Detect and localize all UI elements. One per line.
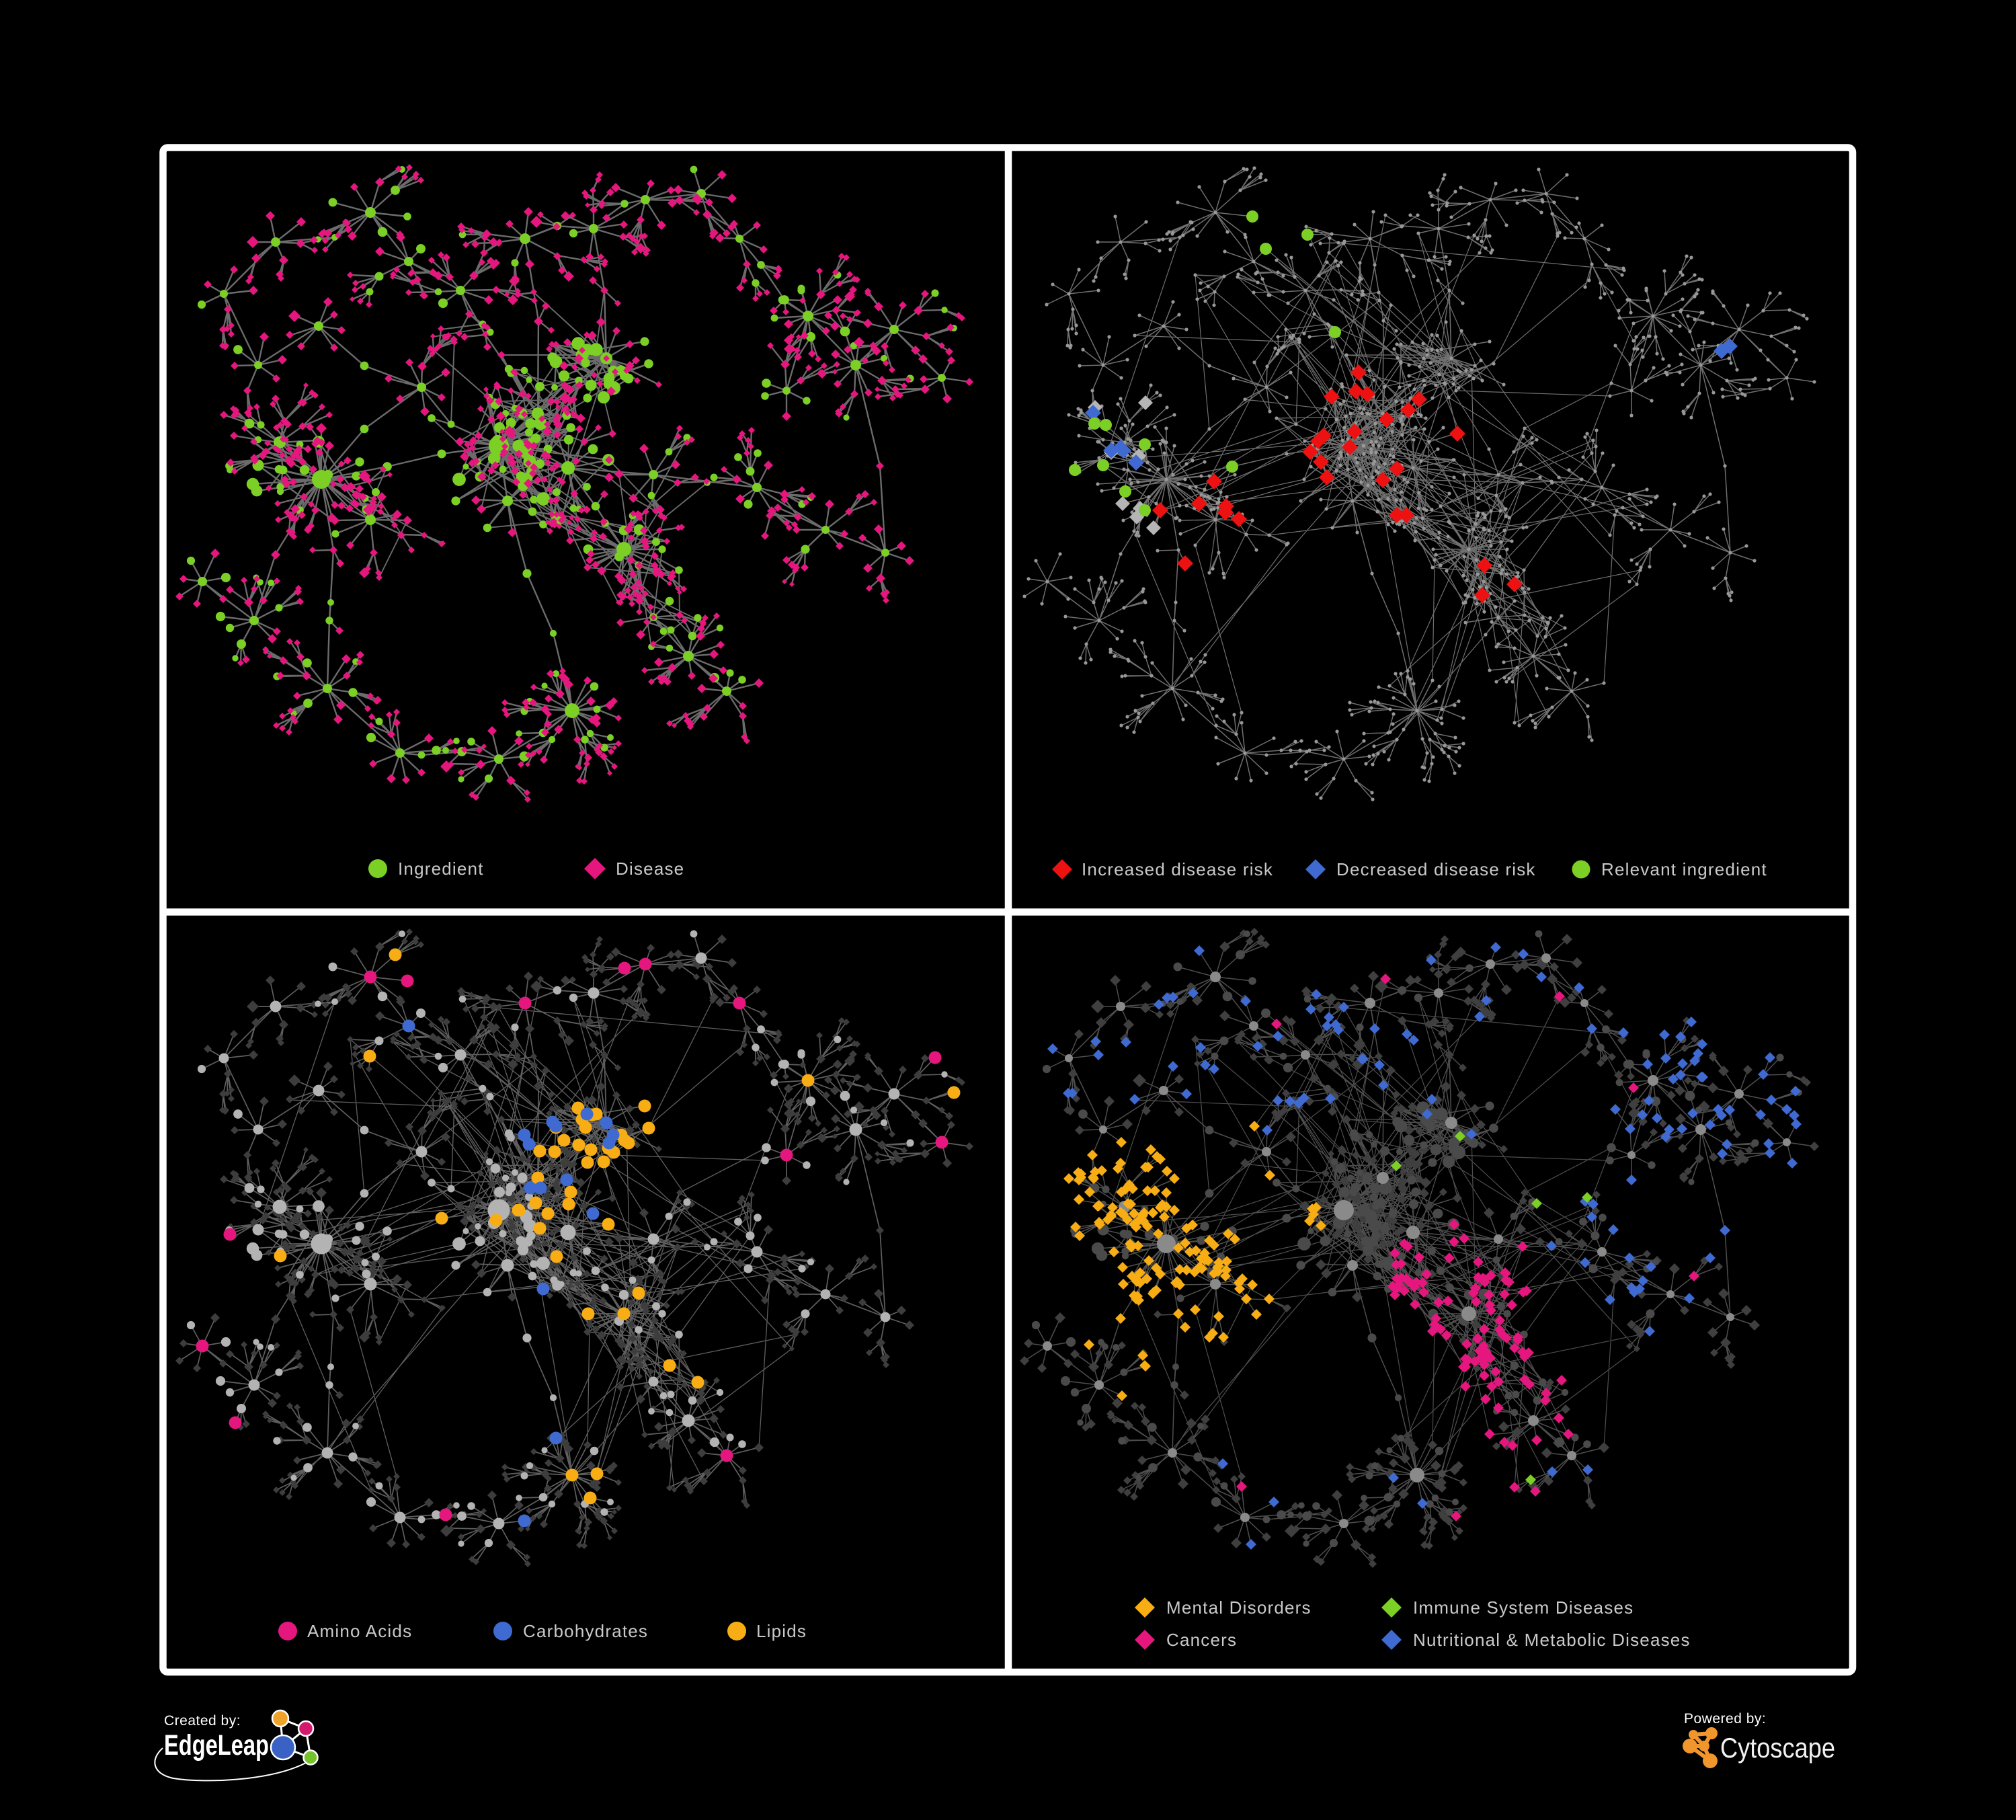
svg-text:Mental Disorders: Mental Disorders: [1166, 1597, 1312, 1618]
svg-text:Ingredient: Ingredient: [398, 859, 484, 879]
svg-text:Decreased disease risk: Decreased disease risk: [1336, 859, 1536, 879]
svg-text:Disease: Disease: [616, 859, 684, 879]
svg-text:Nutritional & Metabolic Diseas: Nutritional & Metabolic Diseases: [1413, 1630, 1691, 1650]
svg-text:Lipids: Lipids: [756, 1621, 807, 1641]
svg-text:Carbohydrates: Carbohydrates: [523, 1621, 648, 1641]
svg-text:Immune System Diseases: Immune System Diseases: [1413, 1597, 1634, 1618]
svg-text:Cytoscape: Cytoscape: [1720, 1732, 1835, 1764]
svg-text:Increased disease risk: Increased disease risk: [1082, 859, 1273, 879]
svg-text:Cancers: Cancers: [1166, 1630, 1237, 1650]
svg-text:Amino Acids: Amino Acids: [307, 1621, 412, 1641]
svg-text:Created by:: Created by:: [164, 1713, 241, 1729]
svg-text:Powered by:: Powered by:: [1684, 1711, 1766, 1727]
svg-text:Relevant ingredient: Relevant ingredient: [1601, 859, 1767, 879]
svg-text:EdgeLeap: EdgeLeap: [164, 1729, 269, 1762]
